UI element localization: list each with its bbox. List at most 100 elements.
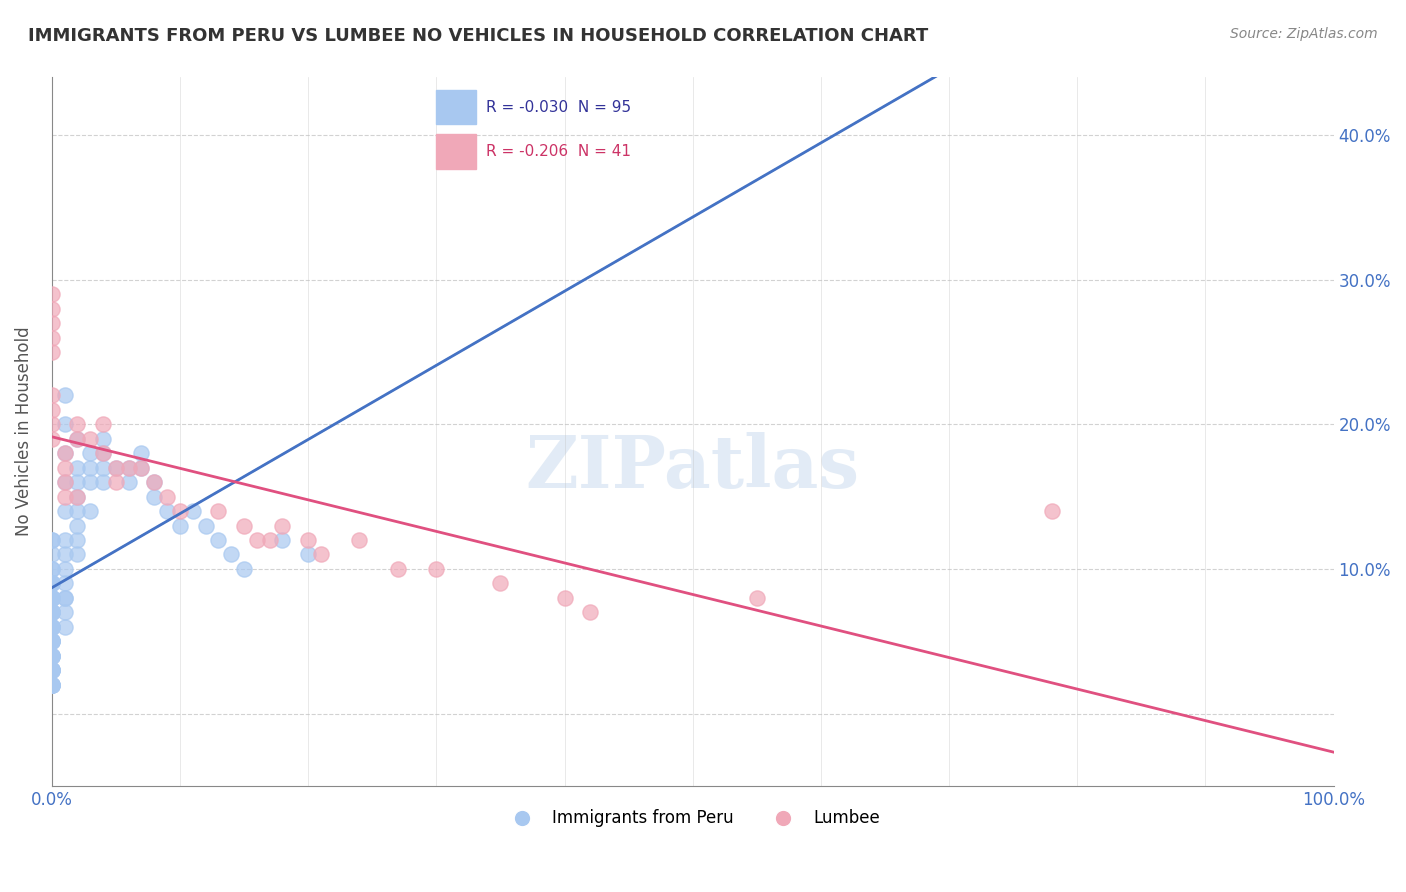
- Point: [41, 591, 63, 605]
- Point: [41, 301, 63, 316]
- Point: [41, 548, 63, 562]
- Point: [41, 605, 63, 619]
- Point: [41, 417, 63, 432]
- Point: [104, 460, 127, 475]
- Point: [41, 620, 63, 634]
- Point: [41, 605, 63, 619]
- Point: [104, 460, 127, 475]
- Point: [489, 576, 512, 591]
- Point: [41, 648, 63, 663]
- Point: [745, 591, 768, 605]
- Point: [41, 605, 63, 619]
- Point: [41, 663, 63, 677]
- Point: [41, 331, 63, 345]
- Point: [259, 533, 281, 547]
- FancyBboxPatch shape: [436, 134, 477, 169]
- Point: [53, 490, 76, 504]
- Point: [143, 475, 166, 490]
- Point: [53, 620, 76, 634]
- Point: [41, 591, 63, 605]
- Point: [66, 475, 89, 490]
- Point: [233, 518, 256, 533]
- Point: [53, 591, 76, 605]
- FancyBboxPatch shape: [436, 90, 477, 124]
- Point: [79, 475, 101, 490]
- Point: [41, 634, 63, 648]
- Point: [169, 518, 191, 533]
- Point: [41, 576, 63, 591]
- Point: [53, 504, 76, 518]
- Point: [53, 460, 76, 475]
- Point: [41, 620, 63, 634]
- Point: [91, 446, 114, 460]
- Point: [41, 620, 63, 634]
- Point: [66, 432, 89, 446]
- Point: [41, 634, 63, 648]
- Point: [41, 287, 63, 301]
- Point: [41, 663, 63, 677]
- Point: [41, 533, 63, 547]
- Point: [66, 490, 89, 504]
- Point: [131, 460, 153, 475]
- Point: [271, 518, 294, 533]
- Point: [118, 460, 141, 475]
- Point: [53, 548, 76, 562]
- Point: [53, 605, 76, 619]
- Point: [53, 533, 76, 547]
- Text: ZIPatlas: ZIPatlas: [526, 432, 859, 502]
- Point: [79, 460, 101, 475]
- Point: [41, 432, 63, 446]
- Point: [53, 562, 76, 576]
- Point: [41, 403, 63, 417]
- Point: [41, 648, 63, 663]
- Point: [41, 562, 63, 576]
- Text: IMMIGRANTS FROM PERU VS LUMBEE NO VEHICLES IN HOUSEHOLD CORRELATION CHART: IMMIGRANTS FROM PERU VS LUMBEE NO VEHICL…: [28, 27, 928, 45]
- Point: [143, 475, 166, 490]
- Point: [349, 533, 371, 547]
- Point: [104, 475, 127, 490]
- Point: [41, 634, 63, 648]
- Point: [1040, 504, 1063, 518]
- Point: [53, 417, 76, 432]
- Text: R = -0.206  N = 41: R = -0.206 N = 41: [486, 145, 631, 160]
- Point: [41, 591, 63, 605]
- Point: [53, 475, 76, 490]
- Point: [41, 648, 63, 663]
- Point: [207, 533, 229, 547]
- Point: [41, 576, 63, 591]
- Point: [143, 490, 166, 504]
- Point: [131, 446, 153, 460]
- Point: [91, 432, 114, 446]
- Point: [297, 548, 319, 562]
- Y-axis label: No Vehicles in Household: No Vehicles in Household: [15, 326, 32, 536]
- Text: Source: ZipAtlas.com: Source: ZipAtlas.com: [1230, 27, 1378, 41]
- Point: [41, 677, 63, 691]
- Point: [79, 446, 101, 460]
- Point: [169, 504, 191, 518]
- Point: [41, 591, 63, 605]
- Point: [66, 460, 89, 475]
- Point: [41, 677, 63, 691]
- Point: [118, 475, 141, 490]
- Point: [41, 576, 63, 591]
- Point: [194, 518, 217, 533]
- Point: [553, 591, 575, 605]
- Point: [41, 562, 63, 576]
- Point: [66, 533, 89, 547]
- Point: [41, 591, 63, 605]
- Point: [41, 663, 63, 677]
- Point: [297, 533, 319, 547]
- Point: [91, 446, 114, 460]
- Point: [387, 562, 409, 576]
- Point: [53, 446, 76, 460]
- Point: [156, 504, 179, 518]
- Point: [91, 475, 114, 490]
- Point: [91, 460, 114, 475]
- Point: [579, 605, 602, 619]
- Point: [41, 634, 63, 648]
- Point: [41, 591, 63, 605]
- Point: [66, 518, 89, 533]
- Point: [91, 417, 114, 432]
- Point: [41, 677, 63, 691]
- Point: [41, 663, 63, 677]
